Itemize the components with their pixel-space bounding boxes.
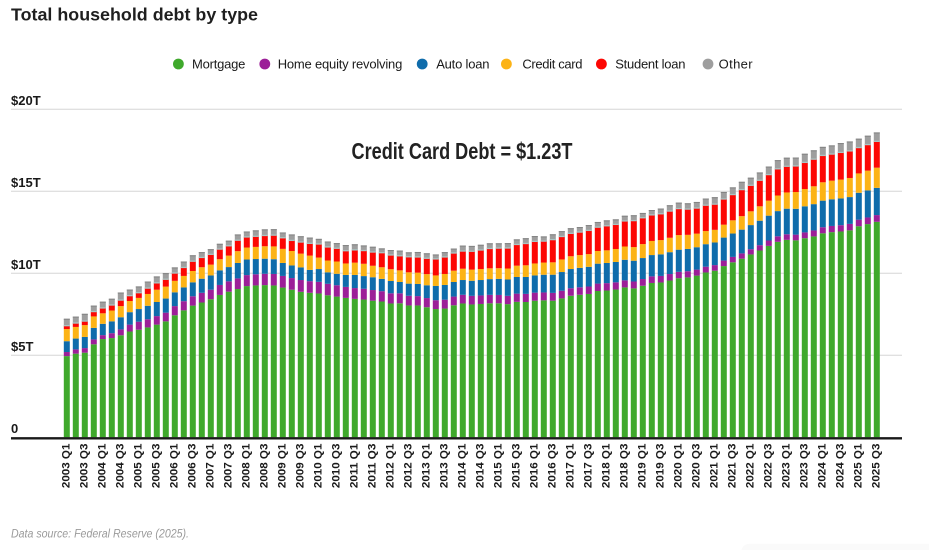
svg-text:2025 Q1: 2025 Q1 bbox=[853, 444, 865, 489]
svg-text:0: 0 bbox=[11, 421, 18, 436]
svg-text:2023 Q3: 2023 Q3 bbox=[799, 444, 811, 489]
svg-text:Home equity revolving: Home equity revolving bbox=[278, 57, 403, 72]
svg-text:2013 Q1: 2013 Q1 bbox=[421, 444, 433, 489]
svg-text:Mortgage: Mortgage bbox=[192, 57, 245, 72]
svg-text:Credit card: Credit card bbox=[522, 57, 582, 72]
svg-text:2016 Q3: 2016 Q3 bbox=[547, 444, 559, 489]
svg-text:2018 Q1: 2018 Q1 bbox=[601, 444, 613, 489]
svg-text:2022 Q3: 2022 Q3 bbox=[763, 444, 775, 489]
svg-text:2010 Q1: 2010 Q1 bbox=[313, 444, 325, 489]
svg-text:2021 Q1: 2021 Q1 bbox=[709, 444, 721, 489]
svg-text:2014 Q3: 2014 Q3 bbox=[475, 444, 487, 489]
svg-text:2019 Q3: 2019 Q3 bbox=[655, 444, 667, 489]
svg-text:Credit Card Debt = $1.23T: Credit Card Debt = $1.23T bbox=[352, 138, 573, 164]
svg-text:$10T: $10T bbox=[11, 257, 41, 272]
svg-text:Auto loan: Auto loan bbox=[436, 57, 489, 72]
svg-text:Student loan: Student loan bbox=[615, 57, 685, 72]
svg-text:2008 Q3: 2008 Q3 bbox=[259, 444, 271, 489]
svg-text:Other: Other bbox=[719, 57, 754, 72]
svg-text:2018 Q3: 2018 Q3 bbox=[619, 444, 631, 489]
svg-text:2017 Q3: 2017 Q3 bbox=[583, 444, 595, 489]
svg-text:$5T: $5T bbox=[11, 339, 33, 354]
svg-text:2004 Q1: 2004 Q1 bbox=[97, 444, 109, 489]
svg-text:2007 Q1: 2007 Q1 bbox=[205, 444, 217, 489]
svg-text:2005 Q1: 2005 Q1 bbox=[133, 444, 145, 489]
svg-text:2003 Q3: 2003 Q3 bbox=[79, 444, 91, 489]
svg-text:2013 Q3: 2013 Q3 bbox=[439, 444, 451, 489]
svg-text:2004 Q3: 2004 Q3 bbox=[115, 444, 127, 489]
svg-text:2010 Q3: 2010 Q3 bbox=[331, 444, 343, 489]
svg-text:2023 Q1: 2023 Q1 bbox=[781, 444, 793, 489]
svg-text:2015 Q1: 2015 Q1 bbox=[493, 444, 505, 489]
svg-text:2022 Q1: 2022 Q1 bbox=[745, 444, 757, 489]
svg-text:2008 Q1: 2008 Q1 bbox=[241, 444, 253, 489]
svg-text:2014 Q1: 2014 Q1 bbox=[457, 444, 469, 489]
svg-text:2017 Q1: 2017 Q1 bbox=[565, 444, 577, 489]
svg-text:2020 Q1: 2020 Q1 bbox=[673, 444, 685, 489]
svg-text:$20T: $20T bbox=[11, 93, 41, 108]
svg-text:2024 Q3: 2024 Q3 bbox=[835, 444, 847, 489]
svg-text:2020 Q3: 2020 Q3 bbox=[691, 444, 703, 489]
svg-text:2024 Q1: 2024 Q1 bbox=[817, 444, 829, 489]
svg-text:2019 Q1: 2019 Q1 bbox=[637, 444, 649, 489]
svg-text:2012 Q3: 2012 Q3 bbox=[403, 444, 415, 489]
svg-text:2015 Q3: 2015 Q3 bbox=[511, 444, 523, 489]
svg-text:2009 Q3: 2009 Q3 bbox=[295, 444, 307, 489]
svg-text:2021 Q3: 2021 Q3 bbox=[727, 444, 739, 489]
svg-text:2003 Q1: 2003 Q1 bbox=[61, 444, 73, 489]
svg-text:2011 Q3: 2011 Q3 bbox=[367, 444, 379, 489]
svg-text:2006 Q3: 2006 Q3 bbox=[187, 444, 199, 489]
svg-text:2007 Q3: 2007 Q3 bbox=[223, 444, 235, 489]
svg-text:2009 Q1: 2009 Q1 bbox=[277, 444, 289, 489]
svg-text:2006 Q1: 2006 Q1 bbox=[169, 444, 181, 489]
svg-text:$15T: $15T bbox=[11, 175, 41, 190]
svg-text:2011 Q1: 2011 Q1 bbox=[349, 444, 361, 489]
svg-text:Total household debt by type: Total household debt by type bbox=[11, 4, 258, 24]
svg-text:2016 Q1: 2016 Q1 bbox=[529, 444, 541, 489]
svg-text:2025 Q3: 2025 Q3 bbox=[871, 444, 883, 489]
svg-text:2005 Q3: 2005 Q3 bbox=[151, 444, 163, 489]
svg-text:Data source: Federal Reserve (: Data source: Federal Reserve (2025). bbox=[11, 527, 189, 541]
svg-text:2012 Q1: 2012 Q1 bbox=[385, 444, 397, 489]
